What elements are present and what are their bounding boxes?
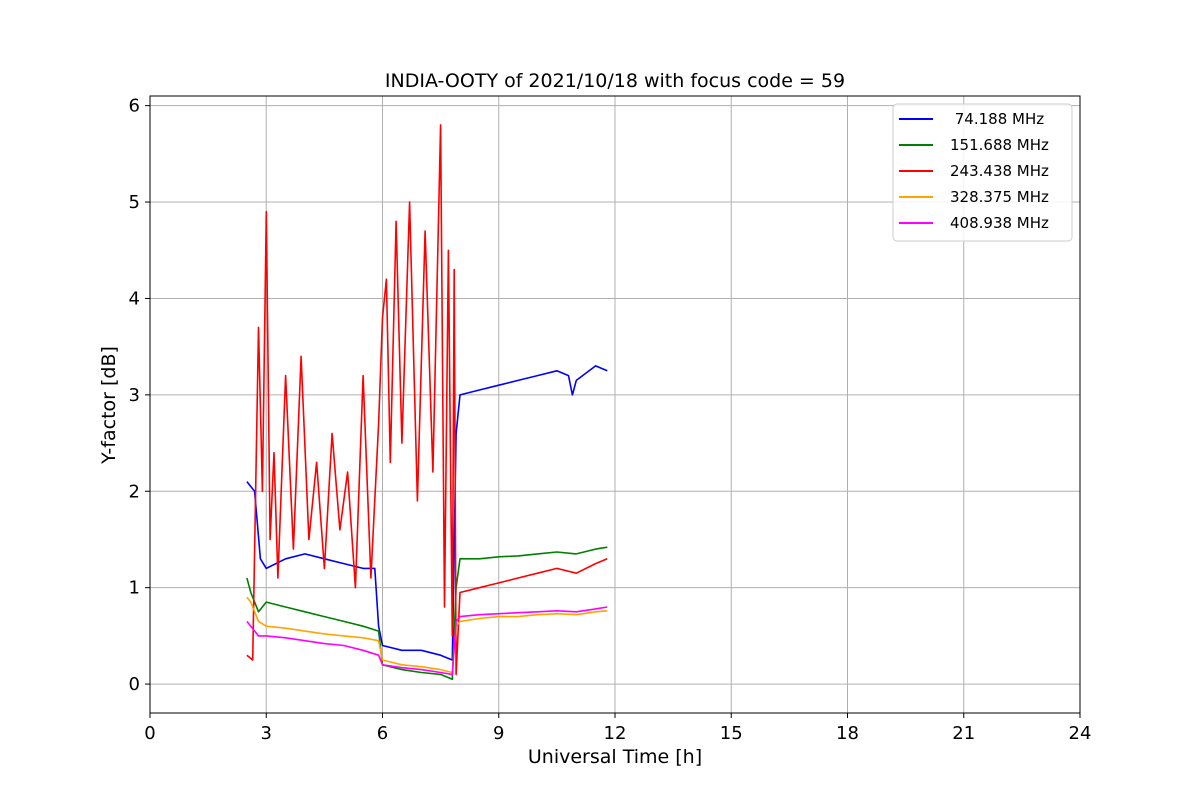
x-tick-label: 12 xyxy=(604,723,627,744)
series-line-2 xyxy=(246,124,608,676)
x-tick-label: 3 xyxy=(261,723,272,744)
chart-title: INDIA-OOTY of 2021/10/18 with focus code… xyxy=(385,70,845,92)
y-tick-label: 3 xyxy=(129,385,140,406)
series-line-0 xyxy=(246,365,608,661)
legend-label: 243.438 MHz xyxy=(950,162,1049,180)
y-tick-label: 2 xyxy=(129,481,140,502)
series-group xyxy=(246,124,608,681)
legend: 74.188 MHz 151.688 MHz 243.438 MHz 328.375 … xyxy=(892,103,1073,242)
legend-label: 328.375 MHz xyxy=(950,188,1049,206)
y-tick-label: 0 xyxy=(129,674,140,695)
x-tick-label: 15 xyxy=(720,723,743,744)
y-axis-title: Y-factor [dB] xyxy=(98,346,120,465)
legend-label: 74.188 MHz xyxy=(950,110,1044,128)
x-tick-label: 24 xyxy=(1069,723,1092,744)
x-axis-title: Universal Time [h] xyxy=(528,746,702,768)
series-line-1 xyxy=(246,546,608,681)
series-line-3 xyxy=(246,596,608,674)
y-tick-label: 4 xyxy=(129,288,140,309)
y-tick-label: 6 xyxy=(129,96,140,117)
x-tick-label: 18 xyxy=(836,723,859,744)
x-tick-label: 9 xyxy=(493,723,504,744)
y-tick-label: 1 xyxy=(129,578,140,599)
series-line-4 xyxy=(246,606,608,676)
x-tick-label: 21 xyxy=(952,723,975,744)
x-tick-label: 0 xyxy=(144,723,155,744)
x-tick-label: 6 xyxy=(377,723,388,744)
legend-box xyxy=(892,103,1073,242)
legend-label: 408.938 MHz xyxy=(950,214,1049,232)
y-tick-label: 5 xyxy=(129,192,140,213)
legend-label: 151.688 MHz xyxy=(950,136,1049,154)
